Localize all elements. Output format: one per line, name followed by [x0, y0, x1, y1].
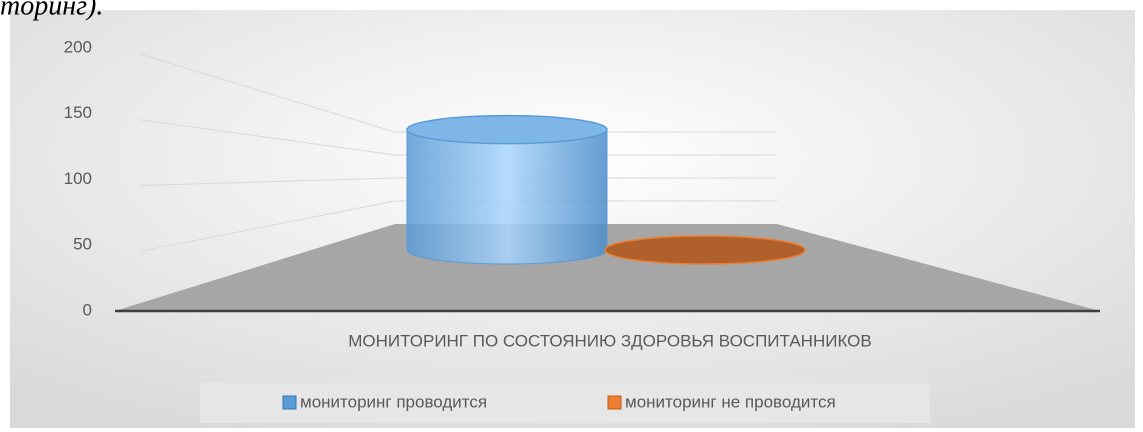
y-tick-label: 0	[83, 300, 92, 319]
legend-label: мониторинг проводится	[300, 392, 487, 411]
legend-label: мониторинг не проводится	[625, 392, 836, 411]
cylinder	[406, 129, 608, 265]
y-tick-label: 100	[64, 169, 92, 188]
y-tick-label: 200	[64, 37, 92, 56]
y-tick-label: 150	[64, 103, 92, 122]
grid-line	[139, 119, 777, 156]
floor	[115, 224, 1100, 311]
legend-swatch	[282, 395, 297, 410]
legend	[200, 383, 930, 423]
grid-line	[139, 53, 777, 133]
y-tick-label: 50	[73, 235, 92, 254]
grid-line	[139, 177, 777, 186]
cylinder-top	[406, 114, 608, 145]
legend-swatch	[607, 395, 622, 410]
x-tick-label: МОНИТОРИНГ ПО СОСТОЯНИЮ ЗДОРОВЬЯ ВОСПИТА…	[348, 331, 871, 350]
caption: торинг).	[0, 0, 103, 21]
cylinder-top	[604, 235, 806, 265]
grid-line	[139, 200, 777, 252]
